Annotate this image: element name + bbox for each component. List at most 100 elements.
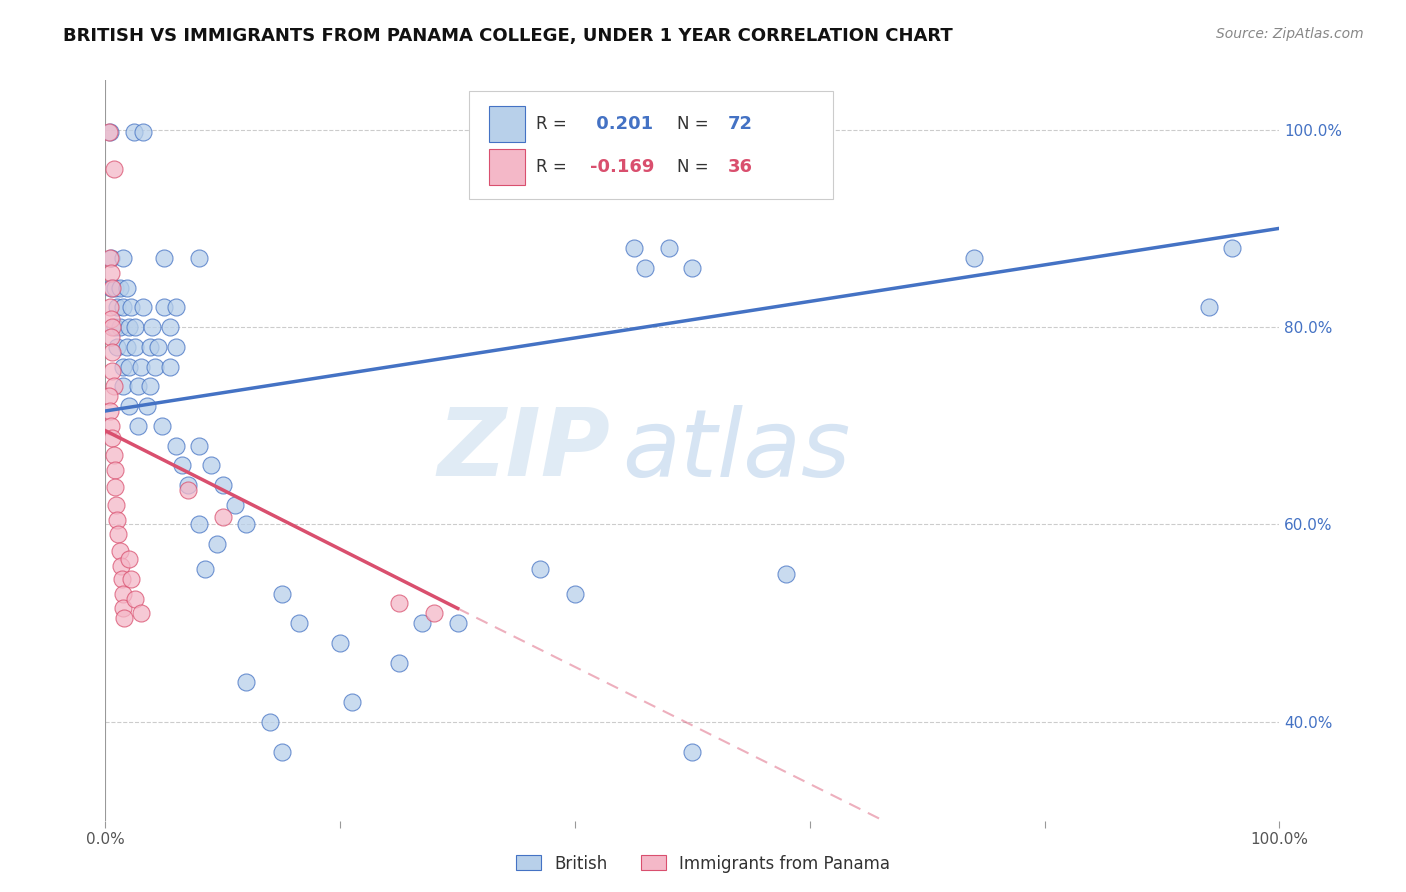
Text: 36: 36	[728, 158, 752, 176]
Point	[200, 458, 222, 473]
Point	[107, 527, 129, 541]
Point	[127, 379, 149, 393]
Point	[98, 125, 121, 139]
Point	[98, 125, 121, 139]
Point	[143, 359, 166, 374]
Point	[100, 251, 122, 265]
Point	[270, 745, 292, 759]
Point	[98, 251, 121, 265]
Point	[423, 607, 446, 621]
Point	[115, 340, 138, 354]
Point	[194, 562, 217, 576]
Point	[105, 498, 128, 512]
Point	[211, 478, 233, 492]
Point	[112, 586, 135, 600]
Point	[139, 379, 162, 393]
Point	[141, 320, 163, 334]
Point	[112, 359, 135, 374]
Point	[118, 399, 141, 413]
Point	[124, 591, 146, 606]
Point	[101, 320, 124, 334]
Point	[127, 418, 149, 433]
Point	[129, 359, 152, 374]
Point	[108, 280, 131, 294]
Point	[100, 418, 122, 433]
Point	[112, 611, 135, 625]
Point	[165, 438, 187, 452]
Point	[111, 572, 134, 586]
Point	[101, 344, 124, 359]
Text: Source: ZipAtlas.com: Source: ZipAtlas.com	[1216, 27, 1364, 41]
Point	[963, 251, 986, 265]
Point	[340, 695, 363, 709]
Point	[259, 714, 281, 729]
Point	[103, 379, 125, 393]
Point	[124, 340, 146, 354]
Point	[288, 616, 311, 631]
Point	[188, 517, 211, 532]
Text: -0.169: -0.169	[591, 158, 655, 176]
Text: ZIP: ZIP	[437, 404, 610, 497]
Point	[135, 399, 157, 413]
Point	[100, 330, 122, 344]
Legend: British, Immigrants from Panama: British, Immigrants from Panama	[509, 848, 897, 880]
Point	[658, 241, 681, 255]
Point	[100, 280, 122, 294]
Point	[108, 544, 131, 558]
Point	[447, 616, 470, 631]
Point	[188, 438, 211, 452]
Point	[105, 301, 128, 315]
Text: R =: R =	[536, 115, 572, 133]
Point	[104, 280, 127, 294]
Point	[153, 251, 176, 265]
Point	[100, 312, 122, 326]
Point	[132, 125, 155, 139]
Point	[150, 418, 173, 433]
Text: 0.201: 0.201	[591, 115, 654, 133]
Point	[159, 359, 181, 374]
Point	[98, 404, 121, 418]
Point	[1198, 301, 1220, 315]
Bar	[489, 106, 524, 142]
Point	[129, 607, 152, 621]
Point	[108, 320, 131, 334]
Point	[682, 260, 704, 275]
Point	[101, 364, 124, 378]
Text: N =: N =	[678, 115, 714, 133]
Point	[118, 359, 141, 374]
Text: BRITISH VS IMMIGRANTS FROM PANAMA COLLEGE, UNDER 1 YEAR CORRELATION CHART: BRITISH VS IMMIGRANTS FROM PANAMA COLLEG…	[63, 27, 953, 45]
Point	[775, 566, 797, 581]
Point	[682, 745, 704, 759]
Point	[112, 379, 135, 393]
Point	[564, 586, 586, 600]
Point	[529, 562, 551, 576]
Point	[388, 597, 411, 611]
Text: 72: 72	[728, 115, 752, 133]
Point	[104, 463, 127, 477]
Point	[105, 512, 128, 526]
Point	[101, 431, 124, 445]
Point	[176, 478, 198, 492]
Point	[170, 458, 193, 473]
Point	[224, 498, 246, 512]
Point	[112, 251, 135, 265]
Point	[634, 260, 657, 275]
Point	[122, 125, 145, 139]
Point	[153, 301, 176, 315]
Point	[176, 483, 198, 497]
Point	[103, 162, 125, 177]
Text: atlas: atlas	[621, 405, 851, 496]
Point	[120, 572, 142, 586]
Point	[103, 449, 125, 463]
Bar	[489, 149, 524, 185]
Point	[270, 586, 292, 600]
Point	[100, 266, 122, 280]
Point	[139, 340, 162, 354]
Text: N =: N =	[678, 158, 714, 176]
Point	[211, 509, 233, 524]
Point	[148, 340, 170, 354]
Text: R =: R =	[536, 158, 572, 176]
Point	[112, 601, 135, 615]
Point	[165, 301, 187, 315]
Point	[118, 320, 141, 334]
